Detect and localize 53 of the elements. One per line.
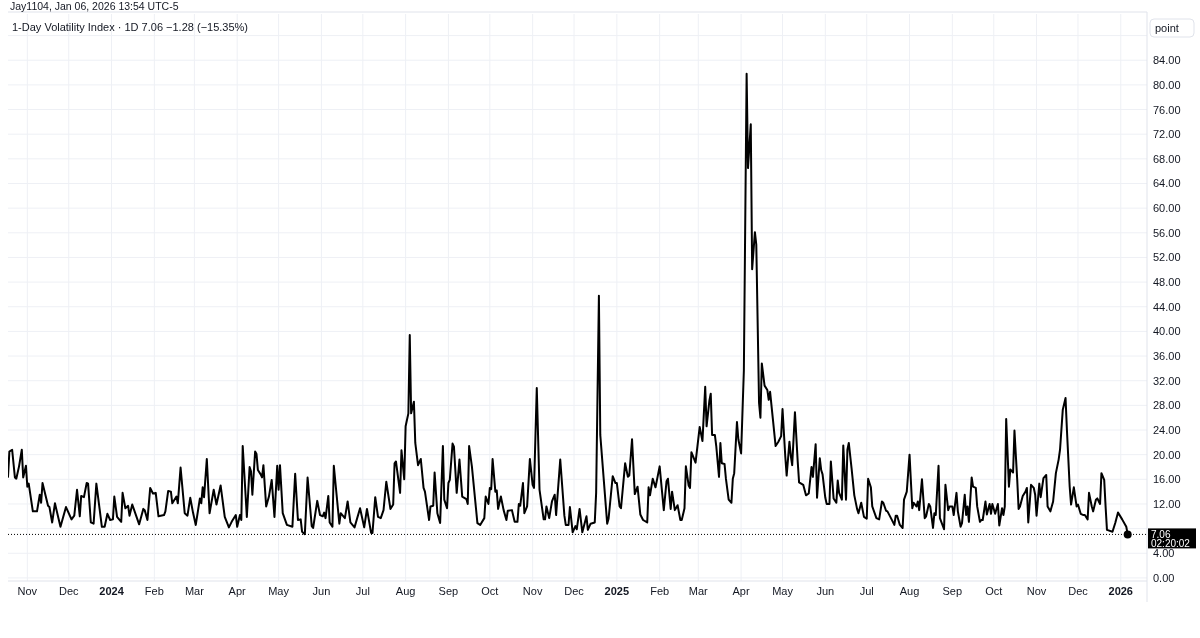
x-tick-label: 2024 — [99, 585, 125, 597]
y-tick-label: 52.00 — [1153, 251, 1181, 264]
y-tick-label: 56.00 — [1153, 226, 1181, 239]
x-tick-label: May — [268, 585, 290, 597]
chart-subtitle: Jay1104, Jan 06, 2026 13:54 UTC-5 — [10, 0, 179, 12]
x-tick-label: May — [772, 585, 794, 597]
x-tick-label: Dec — [58, 585, 80, 597]
x-tick-label: Feb — [650, 585, 670, 597]
y-tick-label: 80.00 — [1153, 78, 1181, 91]
y-axis-title: point — [1155, 22, 1179, 34]
x-tick-label: Dec — [1068, 585, 1089, 597]
x-tick-label: Apr — [228, 585, 247, 597]
y-tick-label: 48.00 — [1153, 276, 1181, 289]
x-tick-label: Jun — [312, 585, 331, 597]
y-tick-label: 72.00 — [1153, 128, 1181, 141]
x-tick-label: Apr — [732, 585, 750, 597]
x-tick-label: Mar — [688, 585, 709, 597]
x-tick-label: Dec — [564, 585, 585, 597]
y-tick-label: 20.00 — [1153, 448, 1181, 461]
x-tick-label: Aug — [899, 585, 920, 597]
y-tick-label: 60.00 — [1153, 202, 1181, 215]
x-tick-label: Oct — [985, 585, 1003, 597]
text: 02:20:02 — [1151, 537, 1191, 549]
y-tick-label: 16.00 — [1153, 473, 1181, 486]
y-tick-label: 0.00 — [1153, 571, 1175, 584]
x-tick-label: Feb — [144, 585, 164, 597]
y-tick-label: 44.00 — [1153, 300, 1181, 313]
x-tick-label: 2026 — [1108, 585, 1134, 597]
x-tick-label: Jul — [859, 585, 874, 597]
y-tick-label: 24.00 — [1153, 424, 1181, 437]
x-tick-label: Jul — [355, 585, 370, 597]
y-tick-label: 28.00 — [1153, 399, 1181, 412]
y-tick-label: 68.00 — [1153, 152, 1181, 165]
y-tick-label: 64.00 — [1153, 177, 1181, 190]
x-tick-label: Aug — [395, 585, 416, 597]
y-tick-label: 12.00 — [1153, 497, 1181, 510]
y-tick-label: 36.00 — [1153, 350, 1181, 363]
x-tick-label: Nov — [522, 585, 543, 597]
x-tick-label: 2025 — [604, 585, 630, 597]
y-tick-label: 40.00 — [1153, 325, 1181, 338]
text: 1-Day Volatility Index · 1D 7.06 −1.28 (−15.35%) — [12, 21, 249, 33]
x-tick-label: Jun — [816, 585, 835, 597]
x-tick-label: Nov — [17, 585, 38, 597]
ref-line-label: 7.06 — [1151, 528, 1171, 540]
y-tick-label: 4.00 — [1153, 547, 1175, 560]
x-tick-label: Sep — [438, 585, 459, 597]
x-tick-label: Mar — [184, 585, 205, 597]
x-tick-label: Nov — [1026, 585, 1047, 597]
y-tick-label: 32.00 — [1153, 374, 1181, 387]
y-tick-label: 84.00 — [1153, 54, 1181, 67]
x-tick-label: Oct — [481, 585, 499, 597]
y-tick-label: 76.00 — [1153, 103, 1181, 116]
x-tick-label: Sep — [942, 585, 963, 597]
